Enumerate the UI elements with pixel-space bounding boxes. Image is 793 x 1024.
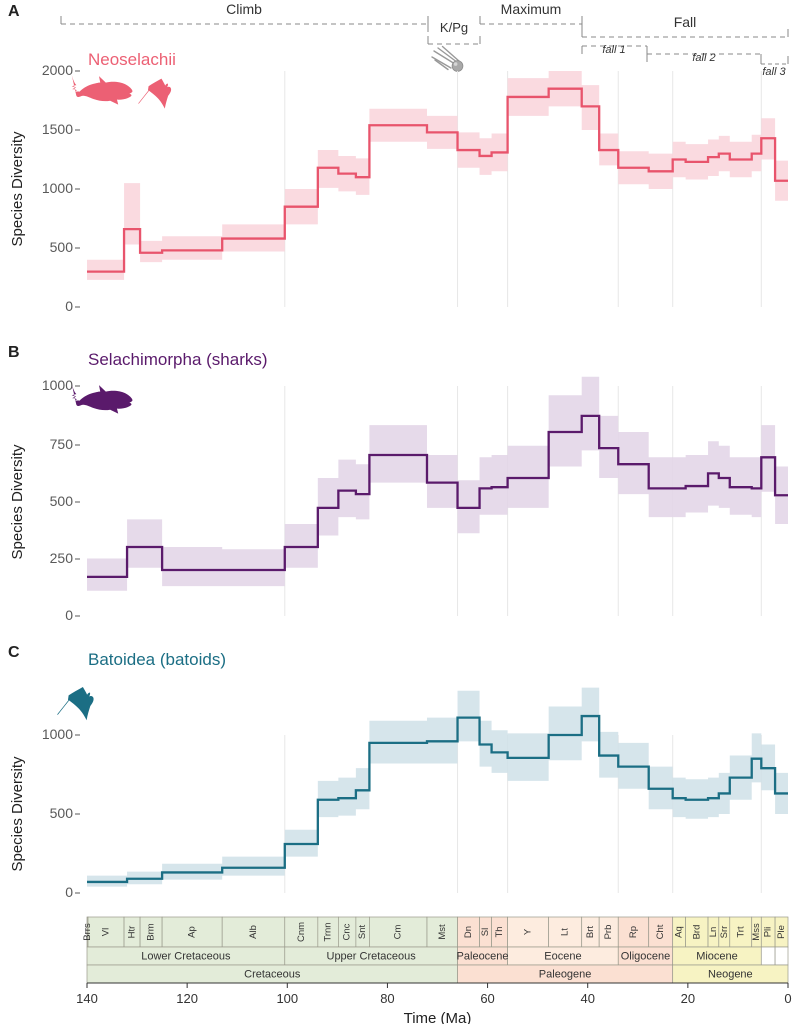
svg-text:Prb: Prb — [603, 925, 614, 940]
svg-text:0: 0 — [65, 607, 73, 623]
svg-text:Species Diversity: Species Diversity — [9, 756, 26, 872]
svg-text:Species Diversity: Species Diversity — [9, 444, 26, 560]
svg-text:Ap: Ap — [187, 926, 198, 938]
svg-text:Cm: Cm — [393, 925, 404, 940]
svg-text:Dn: Dn — [463, 926, 474, 938]
svg-text:Mst: Mst — [437, 924, 448, 940]
svg-text:fall 3: fall 3 — [762, 66, 786, 78]
svg-text:0: 0 — [65, 298, 73, 314]
svg-text:Aq: Aq — [674, 926, 685, 938]
svg-text:500: 500 — [50, 805, 74, 821]
svg-text:1500: 1500 — [42, 121, 73, 137]
svg-text:Srr: Srr — [719, 926, 730, 939]
svg-text:2000: 2000 — [42, 62, 73, 78]
svg-text:Ln: Ln — [708, 927, 719, 938]
svg-text:Trnn: Trnn — [323, 922, 334, 941]
svg-text:Cht: Cht — [655, 924, 666, 939]
svg-text:0: 0 — [784, 991, 791, 1006]
svg-text:Eocene: Eocene — [544, 951, 581, 963]
svg-text:500: 500 — [50, 493, 74, 509]
svg-text:500: 500 — [50, 239, 74, 255]
svg-text:Ple: Ple — [776, 925, 787, 939]
svg-text:40: 40 — [580, 991, 594, 1006]
svg-text:Sl: Sl — [480, 928, 491, 936]
svg-text:K/Pg: K/Pg — [440, 20, 468, 35]
svg-text:Brm: Brm — [146, 923, 157, 941]
svg-text:Fall: Fall — [674, 14, 697, 30]
svg-text:Species Diversity: Species Diversity — [9, 131, 26, 247]
svg-text:A: A — [8, 3, 20, 20]
svg-text:120: 120 — [176, 991, 198, 1006]
svg-text:250: 250 — [50, 550, 74, 566]
svg-text:0: 0 — [65, 884, 73, 900]
svg-text:Htr: Htr — [127, 926, 138, 939]
svg-text:Alb: Alb — [248, 925, 259, 939]
svg-text:Lt: Lt — [560, 928, 571, 936]
svg-text:750: 750 — [50, 436, 74, 452]
svg-text:100: 100 — [276, 991, 298, 1006]
svg-text:Vl: Vl — [101, 928, 112, 936]
svg-text:Rp: Rp — [628, 926, 639, 938]
svg-text:Cretaceous: Cretaceous — [244, 969, 301, 981]
svg-text:Maximum: Maximum — [501, 1, 562, 17]
svg-text:60: 60 — [480, 991, 494, 1006]
svg-text:Miocene: Miocene — [696, 951, 738, 963]
svg-text:Upper Cretaceous: Upper Cretaceous — [327, 951, 417, 963]
svg-text:Pli: Pli — [763, 927, 774, 938]
svg-text:20: 20 — [681, 991, 695, 1006]
svg-text:Climb: Climb — [226, 1, 262, 17]
svg-text:Neogene: Neogene — [708, 969, 753, 981]
svg-text:Brd: Brd — [691, 925, 702, 940]
svg-text:Paleocene: Paleocene — [457, 951, 509, 963]
svg-text:140: 140 — [76, 991, 98, 1006]
svg-text:Paleogene: Paleogene — [539, 969, 592, 981]
svg-text:Y: Y — [523, 928, 534, 935]
svg-text:B: B — [8, 344, 20, 361]
svg-text:Oligocene: Oligocene — [621, 951, 671, 963]
svg-text:Lower Cretaceous: Lower Cretaceous — [141, 951, 231, 963]
svg-text:Batoidea (batoids): Batoidea (batoids) — [88, 650, 226, 669]
svg-text:Trt: Trt — [735, 926, 746, 938]
svg-text:fall 1: fall 1 — [602, 44, 625, 56]
svg-text:Time (Ma): Time (Ma) — [404, 1010, 472, 1024]
svg-text:80: 80 — [380, 991, 394, 1006]
svg-text:Brrs: Brrs — [82, 923, 93, 941]
svg-text:Selachimorpha (sharks): Selachimorpha (sharks) — [88, 350, 268, 369]
svg-text:1000: 1000 — [42, 180, 73, 196]
svg-text:Th: Th — [494, 926, 505, 937]
svg-text:1000: 1000 — [42, 377, 73, 393]
svg-text:Cnm: Cnm — [296, 922, 307, 942]
svg-text:Neoselachii: Neoselachii — [88, 50, 176, 69]
svg-text:Cnc: Cnc — [342, 923, 353, 940]
svg-text:Brt: Brt — [585, 926, 596, 939]
svg-text:C: C — [8, 644, 20, 661]
svg-text:fall 2: fall 2 — [692, 52, 715, 64]
svg-text:Mss: Mss — [751, 923, 762, 941]
svg-text:1000: 1000 — [42, 726, 73, 742]
svg-text:Snt: Snt — [357, 925, 368, 940]
